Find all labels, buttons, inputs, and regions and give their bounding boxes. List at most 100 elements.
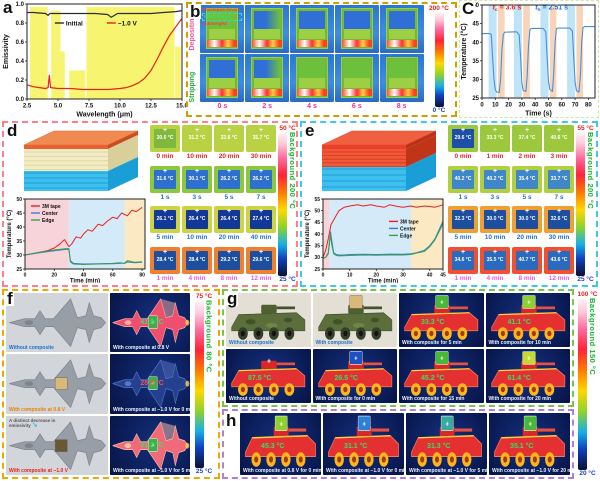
- thermal-caption: With composite for 10 min: [488, 340, 551, 346]
- svg-text:Temperature (°C): Temperature (°C): [7, 210, 13, 258]
- svg-text:tc = 3.6 s: tc = 3.6 s: [493, 5, 522, 14]
- crosshair-marker: +: [460, 248, 466, 256]
- svg-text:2.5: 2.5: [23, 104, 32, 110]
- spot-temperature: 61.4 °C: [507, 374, 531, 382]
- spot-temperature: 40.2 °C: [486, 175, 504, 182]
- depositing-thermal-frame: [245, 5, 289, 53]
- spot-temperature: 28.4 °C: [156, 256, 174, 263]
- thermal-frame: + 29.6 °C 12 min: [246, 246, 276, 283]
- svg-text:Time (min): Time (min): [70, 279, 100, 283]
- svg-text:45: 45: [314, 220, 320, 226]
- thermal-frame: + 35.5 °C 4 min: [480, 246, 510, 283]
- colorbar-min-label: 25 °C: [279, 276, 296, 283]
- elapsed-time-label: 10 min: [186, 153, 208, 160]
- panel-g-letter: g: [226, 289, 239, 308]
- crosshair-marker: +: [460, 127, 466, 134]
- thermal-frame: + 35.7 °C 30 min: [246, 125, 276, 161]
- svg-text:0.0: 0.0: [16, 97, 25, 103]
- thermal-caption: Without composite: [229, 396, 274, 402]
- elapsed-time-label: 3 s: [192, 193, 202, 201]
- elapsed-time-label: 20 min: [516, 234, 538, 242]
- vehicle-thermal-image: + 31.3 °C With composite at −1.0 V for 5…: [406, 413, 487, 475]
- crosshair-marker: +: [226, 127, 232, 134]
- vehicle-thermal-image: + 31.1 °C With composite at −1.0 V for 0…: [323, 413, 404, 475]
- panel-d-composite-1: d 0 20 40 60 80 25 30 35 40 45 50 Time (min) Tempera…: [2, 121, 298, 287]
- svg-text:55: 55: [314, 197, 320, 203]
- crosshair-marker: +: [460, 208, 466, 216]
- vehicle-thermal-shape: +: [317, 351, 392, 396]
- panel-c-letter: C: [461, 0, 476, 18]
- svg-text:40: 40: [81, 273, 87, 279]
- aircraft-photo: Without composite: [6, 293, 108, 353]
- svg-text:80: 80: [139, 273, 145, 279]
- crosshair-marker: +: [492, 127, 498, 134]
- aircraft-thermal-shape: +: [112, 420, 190, 470]
- thermal-sequence-grid: Developed device PEDOT layer Submerged: [200, 5, 424, 103]
- temperature-time-inset-chart: 0 10 20 30 40 45 25 30 35 40 45 50 55 Time (min) Tempe…: [305, 197, 446, 283]
- spot-temperature: 35.7 °C: [252, 135, 270, 141]
- spot-temperature: 45.3 °C: [261, 442, 285, 450]
- aircraft-thermal-image: + 31.2 °C With composite at −1.0 V for 5…: [110, 415, 190, 475]
- device-thermal-view: [206, 8, 238, 49]
- spot-temperature: 29.6 °C: [454, 135, 472, 141]
- crosshair-marker: +: [194, 248, 200, 256]
- svg-text:Temperature (°C): Temperature (°C): [305, 210, 311, 258]
- vehicle-thermal-row: + 45.3 °C With composite at 0.8 V for 0 …: [240, 413, 570, 475]
- crosshair-marker: +: [226, 208, 232, 216]
- svg-text:35: 35: [16, 239, 22, 245]
- elapsed-time-label: 1 s: [458, 193, 468, 201]
- elapsed-time-label: 4 min: [188, 274, 206, 282]
- spot-temperature: 29.2 °C: [220, 256, 238, 263]
- depositing-thermal-frame: Developed device PEDOT layer Submerged: [200, 5, 244, 53]
- elapsed-time-label: 2 min: [518, 153, 536, 160]
- svg-text:20: 20: [52, 273, 58, 279]
- panel-a-emissivity: a 2.5 5.0 7.5 10.0 12.5 15.0 0.0 0.2 0.4 0.6 0.8 1.…: [2, 0, 188, 119]
- crosshair-marker: +: [162, 208, 168, 216]
- crosshair-marker: +: [492, 248, 498, 256]
- svg-text:−1.0 V: −1.0 V: [118, 20, 138, 27]
- spot-temperature: 37.4 °C: [518, 135, 536, 141]
- spot-temperature: 28.4 °C: [188, 256, 206, 263]
- thermal-frame: + 40.7 °C 8 min: [512, 246, 542, 283]
- photo-caption: With composite at 0.8 V: [9, 406, 66, 413]
- thermal-caption: With composite for 20 min: [488, 396, 551, 402]
- aircraft-photo-shape: [9, 298, 106, 348]
- spot-temperature: 31.2 °C: [140, 441, 164, 449]
- svg-text:Time (s): Time (s): [525, 111, 552, 118]
- panel-e-composite-2: e 0 10 20 30 40 45 25 30 35 40 45 50 55 Time (min) Tem…: [300, 121, 598, 287]
- panel-a-letter: a: [2, 0, 14, 17]
- colorbar-gradient: [576, 132, 585, 276]
- svg-text:10: 10: [347, 273, 353, 279]
- aircraft-photo: A distinct decrease in emissivity ➘ With…: [6, 415, 108, 475]
- vehicle-thermal-shape: +: [490, 295, 565, 340]
- colorbar-max-label: 50 °C: [279, 125, 296, 132]
- thermal-frame: + 26.1 °C 5 min: [150, 206, 180, 242]
- svg-text:Center: Center: [400, 226, 416, 232]
- schematic-and-curve: 0 10 20 30 40 45 25 30 35 40 45 50 55 Time (min) Tempe…: [304, 125, 446, 283]
- photo-caption: With composite at −1.0 V: [9, 467, 68, 474]
- colorbar-gradient: [278, 132, 287, 276]
- spot-temperature: 33.7 °C: [550, 175, 568, 182]
- elapsed-time-label: 5 s: [224, 193, 234, 201]
- svg-text:70: 70: [572, 103, 579, 109]
- thermal-frame: + 43.6 °C 12 min: [544, 246, 574, 283]
- thermal-caption: With composite at −1.0 V for 5 min: [409, 468, 487, 474]
- device-annotation: Submerged: [202, 21, 227, 26]
- annotation-arrow-icon: ➘: [32, 422, 38, 430]
- panel-h-vehicle-voltage-series: h + 45.3 °C With composite at 0.8 V for …: [222, 409, 574, 479]
- svg-text:+: +: [527, 299, 530, 307]
- crosshair-marker: +: [162, 167, 168, 175]
- elapsed-time-label: 1 min: [156, 274, 174, 282]
- crosshair-marker: +: [524, 208, 530, 216]
- mode-labels: Depositing Stripping: [189, 5, 200, 114]
- svg-text:Temperature (°C): Temperature (°C): [460, 23, 468, 79]
- svg-text:40: 40: [314, 232, 320, 238]
- device-annotations: Developed device PEDOT layer Submerged: [200, 5, 244, 53]
- crosshair-marker: +: [162, 127, 168, 134]
- thermal-frame: + 40.6 °C 3 min: [544, 125, 574, 161]
- thermal-caption: With composite at 0.8 V: [113, 345, 170, 352]
- crosshair-marker: +: [194, 127, 200, 134]
- stripping-label: Stripping: [189, 71, 196, 103]
- photo-caption: Without composite: [9, 345, 54, 352]
- vehicle-thermal-image: + 45.2 °C With composite for 15 min: [399, 349, 484, 403]
